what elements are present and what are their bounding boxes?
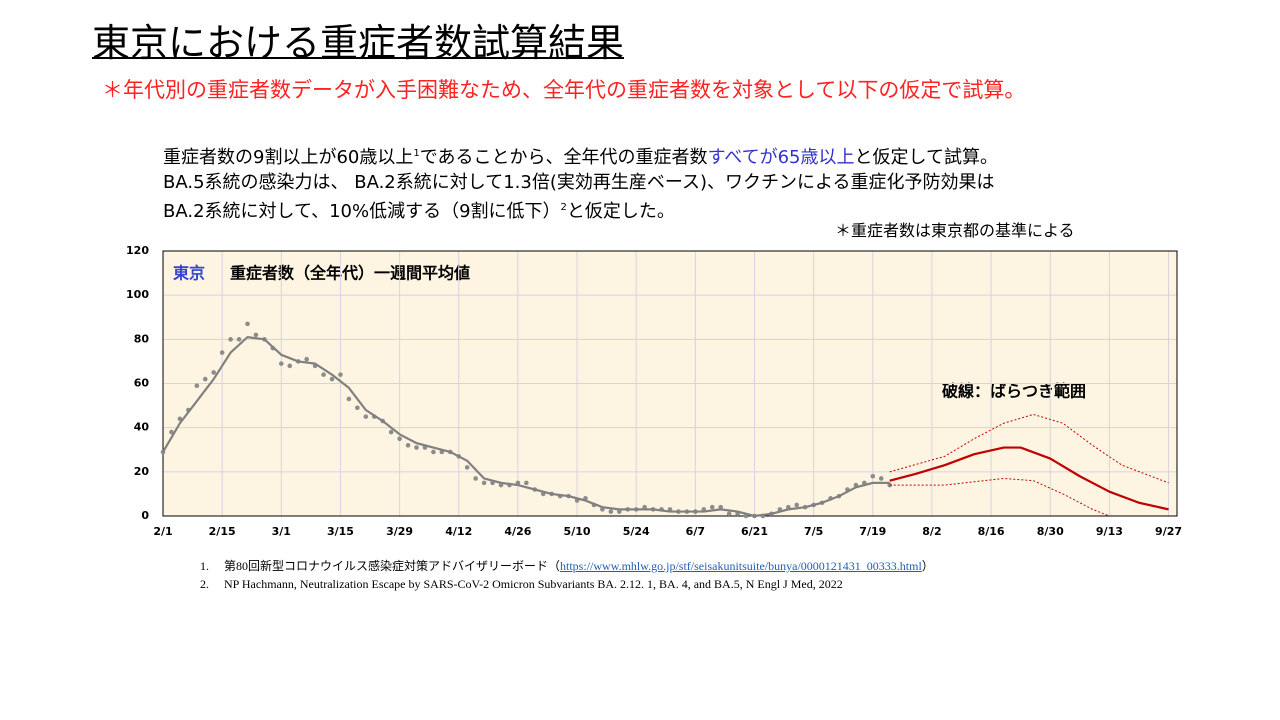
data-point [524, 480, 529, 486]
y-tick-label: 0 [141, 509, 149, 522]
data-point [397, 436, 402, 442]
reference: 2. NP Hachmann, Neutralization Escape by … [200, 575, 934, 593]
data-point [473, 476, 478, 481]
reference-text: ） [921, 559, 934, 573]
data-point [321, 372, 326, 377]
data-point [304, 356, 309, 362]
reference-number: 2. [200, 577, 209, 591]
data-point [346, 396, 352, 402]
data-point [709, 504, 715, 510]
data-point [219, 350, 225, 355]
footnote-ref: 2 [560, 202, 567, 213]
x-tick-label: 4/26 [504, 525, 531, 538]
slide-title: 東京における重症者数試算結果 [92, 21, 625, 65]
reference-number: 1. [200, 559, 209, 573]
x-tick-label: 4/12 [445, 525, 472, 538]
data-point [338, 372, 343, 377]
slide-subtitle: ＊年代別の重症者数データが入手困難なため、全年代の重症者数を対象として以下の仮定… [102, 78, 1026, 102]
data-point [287, 363, 293, 369]
data-point [431, 449, 436, 455]
data-point [236, 337, 242, 342]
text-segment: であることから、全年代の重症者数 [419, 147, 708, 168]
text-segment: すべてが65歳以上 [707, 147, 855, 168]
x-tick-label: 6/21 [741, 525, 768, 538]
y-tick-label: 20 [134, 465, 150, 478]
data-point [245, 321, 250, 327]
y-tick-label: 60 [134, 377, 150, 390]
text-segment: BA.5系統の感染力は、 BA.2系統に対して1.3倍(実効再生産ベース)、ワク… [163, 172, 995, 193]
data-point [279, 361, 284, 366]
y-tick-label: 100 [126, 288, 149, 301]
data-point [194, 383, 200, 389]
reference: 1. 第80回新型コロナウイルス感染症対策アドバイザリーボード（https://w… [200, 557, 934, 575]
data-point [794, 502, 800, 508]
note: ＊重症者数は東京都の基準による [835, 221, 1075, 240]
body-text: 重症者数の9割以上が60歳以上1であることから、全年代の重症者数すべてが65歳以… [163, 141, 998, 224]
data-point [363, 414, 369, 419]
x-tick-label: 8/30 [1037, 525, 1064, 538]
body-line: BA.5系統の感染力は、 BA.2系統に対して1.3倍(実効再生産ベース)、ワク… [163, 170, 998, 195]
data-point [253, 332, 259, 338]
chart-title: 東京 [173, 264, 205, 283]
data-point [481, 480, 487, 486]
text-segment: と仮定して試算。 [854, 147, 998, 168]
data-point [169, 429, 174, 435]
x-tick-label: 5/10 [564, 525, 591, 538]
footnote-ref: 1 [413, 148, 420, 159]
range-line [889, 477, 1110, 517]
text-segment: 重症者数の9割以上が60歳以上 [163, 147, 414, 168]
data-point [870, 473, 876, 479]
data-point [355, 405, 360, 411]
x-tick-label: 8/16 [978, 525, 1005, 538]
x-tick-label: 3/29 [386, 525, 413, 538]
data-point [726, 511, 732, 517]
x-tick-label: 5/24 [623, 525, 650, 538]
plot-border [162, 250, 1178, 517]
references: 1. 第80回新型コロナウイルス感染症対策アドバイザリーボード（https://w… [200, 557, 934, 593]
data-point [202, 376, 208, 382]
x-tick-label: 8/2 [922, 525, 941, 538]
text-segment: と仮定した。 [566, 201, 675, 222]
reference-text: 第80回新型コロナウイルス感染症対策アドバイザリーボード（ [224, 559, 561, 573]
x-tick-label: 3/15 [327, 525, 354, 538]
y-tick-label: 80 [134, 332, 150, 345]
data-point [228, 337, 233, 342]
data-point [405, 443, 411, 448]
x-tick-label: 9/13 [1096, 525, 1123, 538]
data-point [464, 465, 470, 470]
body-line: BA.2系統に対して、10%低減する（9割に低下）2と仮定した。 [163, 195, 998, 224]
data-point [718, 504, 723, 510]
x-tick-label: 3/1 [272, 525, 291, 538]
chart-subtitle: 重症者数（全年代）一週間平均値 [230, 264, 470, 283]
y-tick-label: 40 [134, 421, 150, 434]
data-point [211, 370, 216, 375]
data-point [878, 476, 884, 481]
text-segment: BA.2系統に対して、10%低減する（9割に低下） [163, 201, 561, 222]
x-tick-label: 7/5 [804, 525, 823, 538]
data-point [608, 509, 614, 514]
annotation: 破線：ばらつき範囲 [942, 382, 1086, 401]
x-tick-label: 7/19 [859, 525, 886, 538]
x-tick-label: 6/7 [686, 525, 705, 538]
x-tick-label: 9/27 [1155, 525, 1182, 538]
data-point [388, 429, 394, 435]
reference-link[interactable]: https://www.mhlw.go.jp/stf/seisakunitsui… [560, 559, 922, 573]
range-line [889, 413, 1169, 484]
y-tick-label: 120 [126, 244, 149, 257]
data-point [329, 376, 335, 382]
trend-line [162, 336, 890, 518]
data-point [414, 445, 419, 450]
body-line: 重症者数の9割以上が60歳以上1であることから、全年代の重症者数すべてが65歳以… [163, 141, 998, 170]
trend-line [889, 446, 1169, 511]
x-tick-label: 2/1 [153, 525, 172, 538]
x-tick-label: 2/15 [209, 525, 236, 538]
reference-text: NP Hachmann, Neutralization Escape by SA… [224, 577, 843, 591]
